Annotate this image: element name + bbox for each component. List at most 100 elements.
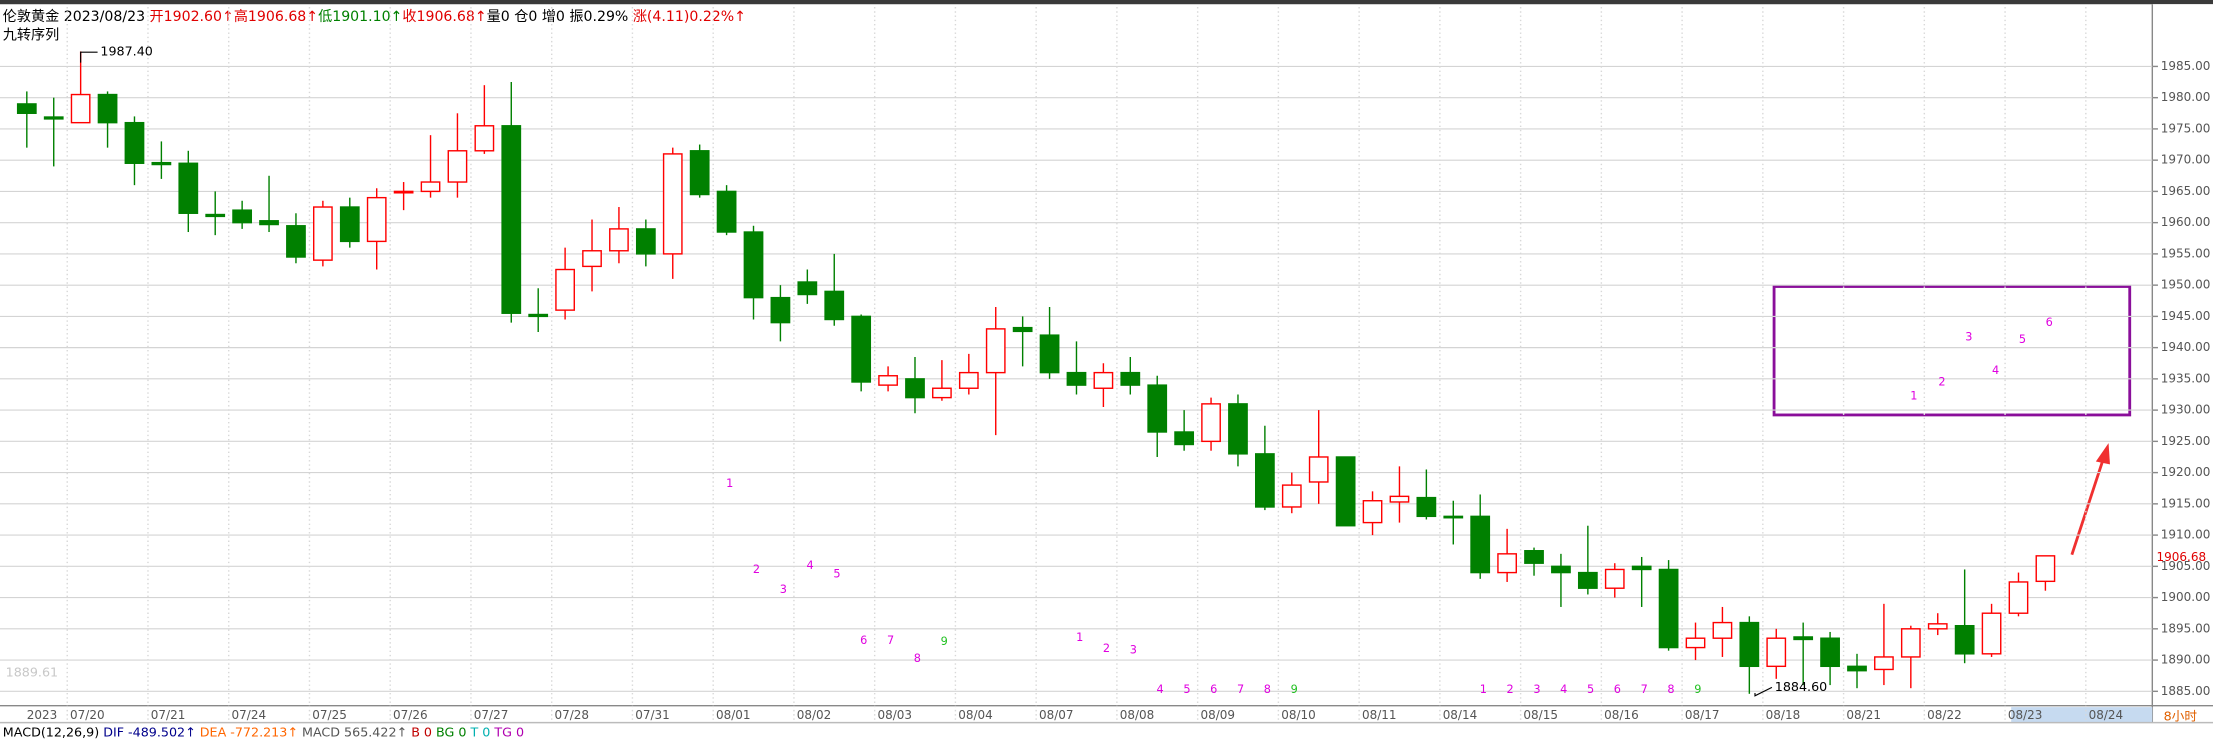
sequence-label: 4 (1560, 683, 1567, 696)
candle-body (1739, 621, 1760, 668)
candle-body (232, 209, 253, 224)
high-marker: 1987.40 (100, 44, 152, 59)
candle-body (1820, 637, 1840, 668)
candle-body (2035, 555, 2056, 583)
sequence-label: 7 (1641, 683, 1648, 696)
highlight-box (1772, 285, 2132, 417)
period-label: 8小时 (2164, 708, 2198, 723)
footer-item: MACD(12,26,9) (3, 724, 103, 739)
y-tick-label: 1965.00 (2161, 184, 2211, 198)
candle-body (178, 162, 199, 214)
candle-body (1308, 456, 1329, 483)
candle-body (205, 213, 226, 218)
candle-body (905, 378, 925, 399)
x-tick-label: 07/26 (393, 708, 428, 722)
y-tick-label: 1900.00 (2161, 590, 2211, 604)
candle-body (609, 228, 629, 252)
y-tick-label: 1950.00 (2161, 278, 2211, 292)
candle-body (124, 121, 145, 164)
candle-body (501, 125, 522, 314)
candle-body (1551, 565, 1571, 574)
header-item: 低1901.10↑ (318, 9, 402, 25)
candle-body (1039, 334, 1060, 374)
x-tick-label: 08/24 (2089, 708, 2124, 722)
candle-body (1416, 496, 1437, 518)
sequence-label: 6 (2046, 316, 2053, 329)
y-tick-label: 1910.00 (2161, 528, 2211, 542)
y-tick-label: 1980.00 (2161, 90, 2211, 104)
candle-body (1631, 565, 1652, 571)
candle-body (555, 268, 575, 311)
y-tick-label: 1940.00 (2161, 340, 2211, 354)
header-item: 涨(4.11)0.22%↑ (633, 9, 746, 25)
footer-item: TG 0 (493, 724, 524, 739)
candle-body (447, 150, 468, 183)
candle-body (151, 161, 172, 166)
x-tick-label: 08/01 (716, 708, 751, 722)
y-tick-label: 1945.00 (2161, 309, 2211, 323)
candle-body (1120, 371, 1141, 386)
sequence-label: 3 (780, 583, 787, 596)
candle-body (797, 281, 818, 296)
sequence-label: 9 (1694, 683, 1701, 696)
y-tick-label: 1890.00 (2161, 653, 2211, 667)
candle-body (1793, 636, 1814, 641)
low-marker: 1884.60 (1775, 679, 1827, 694)
footer-item: DEA -772.213↑ (200, 724, 302, 739)
candle-body (1927, 623, 1948, 630)
price-axis (2152, 4, 2213, 706)
x-tick-label: 08/08 (1120, 708, 1155, 722)
candle-body (824, 290, 845, 321)
x-tick-label: 07/21 (151, 708, 186, 722)
header-item: 振0.29% (569, 9, 632, 25)
x-tick-label: 07/27 (474, 708, 509, 722)
sequence-label: 4 (807, 559, 814, 572)
candle-body (1012, 326, 1033, 333)
corner-value: 1889.61 (6, 665, 58, 680)
sequence-label: 9 (941, 635, 948, 648)
sequence-label: 4 (1992, 364, 1999, 377)
candle-body (1201, 403, 1221, 443)
candle-body (420, 181, 441, 193)
sequence-label: 6 (860, 634, 867, 647)
y-tick-label: 1920.00 (2161, 465, 2211, 479)
sequence-label: 2 (1938, 375, 1945, 388)
candle-body (1066, 371, 1087, 386)
y-tick-label: 1935.00 (2161, 371, 2211, 385)
sequence-label: 3 (1965, 330, 1972, 343)
candle-body (582, 250, 602, 268)
candle-body (70, 93, 91, 124)
sequence-label: 7 (887, 634, 894, 647)
y-tick-label: 1975.00 (2161, 121, 2211, 135)
arrow-head (2095, 443, 2110, 465)
header-item: 仓0 (514, 9, 542, 25)
y-tick-label: 1915.00 (2161, 496, 2211, 510)
candle-body (16, 103, 37, 114)
sequence-label: 5 (833, 567, 840, 580)
sequence-label: 8 (1667, 683, 1674, 696)
sequence-label: 1 (1480, 683, 1487, 696)
candle-body (878, 375, 898, 386)
x-tick-label: 2023 (27, 708, 57, 722)
candle-body (474, 125, 495, 152)
candle-body (1470, 515, 1491, 574)
y-tick-label: 1885.00 (2161, 684, 2211, 698)
marker-line (1754, 686, 1773, 697)
candle-body (1228, 403, 1248, 455)
x-tick-label: 08/09 (1200, 708, 1235, 722)
x-tick-label: 07/24 (232, 708, 267, 722)
candle-body (1954, 624, 1975, 655)
time-highlight (2011, 707, 2153, 723)
x-tick-label: 08/16 (1604, 708, 1639, 722)
candle-body (1874, 656, 1894, 671)
sequence-label: 1 (1076, 631, 1083, 644)
sequence-label: 2 (1103, 642, 1110, 655)
footer-item: B 0 (411, 724, 436, 739)
sequence-label: 9 (1291, 683, 1298, 696)
y-tick-label: 1955.00 (2161, 246, 2211, 260)
sequence-label: 3 (1130, 644, 1137, 657)
y-tick-label: 1985.00 (2161, 59, 2211, 73)
x-tick-label: 07/28 (555, 708, 590, 722)
candle-body (770, 296, 791, 324)
sequence-label: 2 (753, 563, 760, 576)
